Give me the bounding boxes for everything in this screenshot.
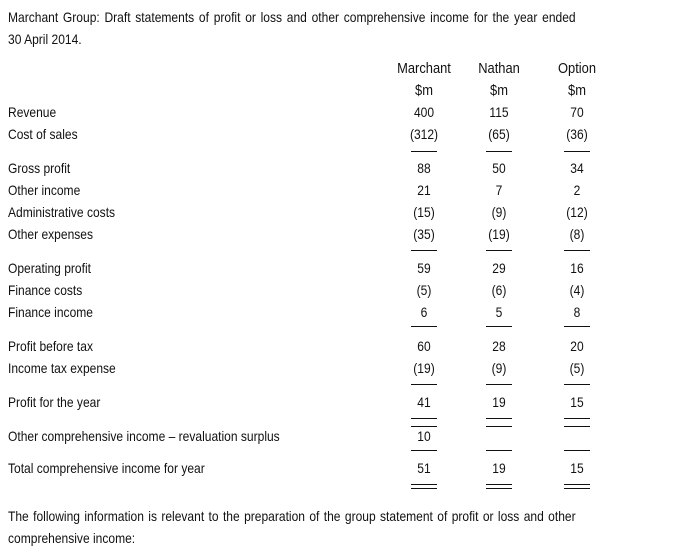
row-value: 60	[417, 338, 431, 354]
column-unit-marchant: $m	[415, 82, 433, 99]
row-value: 28	[492, 338, 506, 354]
total-rule	[486, 250, 512, 251]
row-label: Income tax expense	[8, 360, 116, 376]
row-value: 41	[417, 394, 431, 410]
row-value: 15	[570, 460, 584, 476]
row-value: (312)	[409, 126, 439, 142]
total-rule	[411, 326, 437, 327]
statement-title: Marchant Group: Draft statements of prof…	[8, 6, 576, 50]
row-value: 8	[573, 304, 581, 320]
column-unit-nathan: $m	[490, 82, 508, 99]
total-rule	[486, 450, 512, 451]
total-rule	[486, 151, 512, 152]
row-label: Cost of sales	[8, 126, 78, 142]
column-header-nathan: Nathan	[478, 60, 520, 77]
row-value: 21	[417, 182, 431, 198]
total-rule	[564, 151, 590, 152]
total-rule	[411, 488, 437, 489]
row-value: 2	[573, 182, 581, 198]
row-value: (9)	[491, 360, 507, 376]
row-value: 29	[492, 260, 506, 276]
row-value: (19)	[413, 360, 435, 376]
title-line-2: 30 April 2014.	[8, 31, 82, 47]
title-line-1: Marchant Group: Draft statements of prof…	[8, 9, 576, 25]
row-value: (5)	[416, 282, 432, 298]
total-rule	[411, 384, 437, 385]
row-label: Total comprehensive income for year	[8, 460, 205, 476]
row-value: 70	[570, 104, 584, 120]
row-label: Other comprehensive income – revaluation…	[8, 428, 280, 444]
row-label: Profit for the year	[8, 394, 101, 410]
row-value: (5)	[569, 360, 585, 376]
column-unit-option: $m	[568, 82, 586, 99]
row-label: Administrative costs	[8, 204, 116, 220]
row-value: 10	[417, 428, 431, 444]
row-value: (12)	[566, 204, 588, 220]
row-value: 19	[492, 460, 506, 476]
total-rule	[486, 326, 512, 327]
row-label: Other income	[8, 182, 81, 198]
row-value: (4)	[569, 282, 585, 298]
row-value: (8)	[569, 226, 585, 242]
row-value: 59	[417, 260, 431, 276]
footer-line-2: comprehensive income:	[8, 530, 136, 546]
row-value: 51	[417, 460, 431, 476]
row-value: 6	[420, 304, 428, 320]
total-rule	[564, 488, 590, 489]
row-value: (9)	[491, 204, 507, 220]
row-label: Finance income	[8, 304, 93, 320]
total-rule	[411, 151, 437, 152]
footer-note: The following information is relevant to…	[8, 505, 576, 549]
row-value: (15)	[413, 204, 435, 220]
column-header-option: Option	[557, 60, 597, 77]
row-value: 400	[413, 104, 435, 120]
row-value: (35)	[413, 226, 435, 242]
row-value: (65)	[488, 126, 510, 142]
total-rule	[564, 450, 590, 451]
row-value: 34	[570, 160, 584, 176]
row-label: Profit before tax	[8, 338, 93, 354]
total-rule	[486, 426, 512, 427]
total-rule	[564, 384, 590, 385]
row-value: 5	[495, 304, 503, 320]
total-rule	[486, 418, 512, 419]
total-rule	[564, 250, 590, 251]
total-rule	[486, 488, 512, 489]
row-label: Gross profit	[8, 160, 71, 176]
row-label: Revenue	[8, 104, 57, 120]
total-rule	[411, 250, 437, 251]
row-value: 50	[492, 160, 506, 176]
row-value: (36)	[566, 126, 588, 142]
footer-line-1: The following information is relevant to…	[8, 508, 576, 524]
row-value: 88	[417, 160, 431, 176]
row-value: 19	[492, 394, 506, 410]
row-label: Other expenses	[8, 226, 94, 242]
total-rule	[411, 484, 437, 485]
row-value: 20	[570, 338, 584, 354]
total-rule	[486, 484, 512, 485]
row-value: 7	[495, 182, 503, 198]
total-rule	[564, 484, 590, 485]
total-rule	[564, 418, 590, 419]
row-label: Operating profit	[8, 260, 91, 276]
total-rule	[411, 418, 437, 419]
row-value: (6)	[491, 282, 507, 298]
total-rule	[564, 426, 590, 427]
row-value: 115	[489, 104, 509, 120]
total-rule	[486, 384, 512, 385]
row-value: 16	[570, 260, 584, 276]
row-value: (19)	[488, 226, 510, 242]
total-rule	[411, 450, 437, 451]
total-rule	[564, 326, 590, 327]
row-label: Finance costs	[8, 282, 83, 298]
row-value: 15	[570, 394, 584, 410]
column-header-marchant: Marchant	[397, 60, 451, 77]
total-rule	[411, 426, 437, 427]
